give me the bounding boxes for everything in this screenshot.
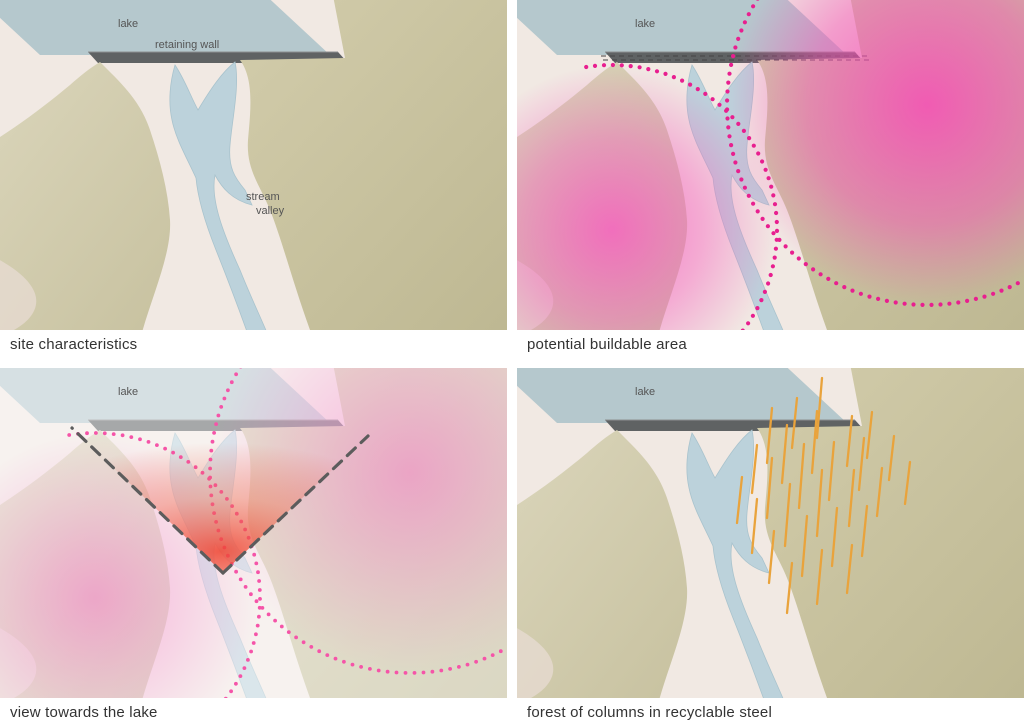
caption-view-lake: view towards the lake [0, 698, 507, 724]
caption-columns: forest of columns in recyclable steel [517, 698, 1024, 724]
label-retaining-wall: retaining wall [155, 39, 219, 51]
diagram-grid: lake retaining wall stream valley site c… [0, 0, 1024, 724]
panel-buildable-area: lake [517, 0, 1024, 330]
panel-site-characteristics: lake retaining wall stream valley [0, 0, 507, 330]
cell-view-lake: lake view towards the lake [0, 368, 507, 724]
label-lake: lake [635, 386, 655, 398]
label-stream: stream [246, 191, 280, 203]
label-valley: valley [256, 205, 285, 217]
cell-site-characteristics: lake retaining wall stream valley site c… [0, 0, 507, 356]
cell-columns: lake forest of columns in recyclable ste… [517, 368, 1024, 724]
caption-site-characteristics: site characteristics [0, 330, 507, 356]
caption-buildable-area: potential buildable area [517, 330, 1024, 356]
cell-buildable-area: lake potential buildable area [517, 0, 1024, 356]
label-lake: lake [118, 386, 138, 398]
panel-view-lake: lake [0, 368, 507, 698]
label-lake: lake [635, 18, 655, 30]
label-lake: lake [118, 18, 138, 30]
panel-columns: lake [517, 368, 1024, 698]
